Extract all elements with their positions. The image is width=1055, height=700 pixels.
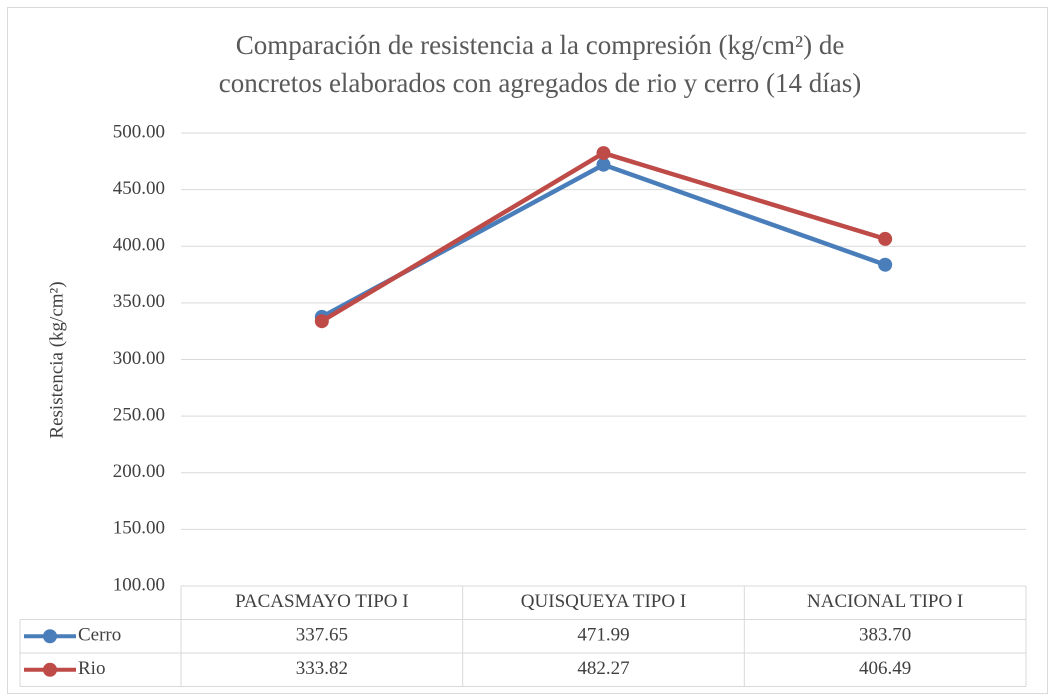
y-axis-label: Resistencia (kg/cm²) <box>46 281 67 438</box>
point-marker <box>314 314 329 329</box>
data-table-value: 482.27 <box>577 658 629 679</box>
y-tick-label: 300.00 <box>113 348 165 369</box>
y-tick-label: 150.00 <box>113 518 165 539</box>
data-table-value: 383.70 <box>859 625 911 646</box>
legend-label: Cerro <box>78 625 121 646</box>
y-tick-label: 350.00 <box>113 291 165 312</box>
legend-label: Rio <box>78 658 105 679</box>
chart-title: concretos elaborados con agregados de ri… <box>219 68 862 98</box>
data-table-value: 333.82 <box>296 658 348 679</box>
y-tick-label: 450.00 <box>113 178 165 199</box>
y-tick-label: 500.00 <box>113 121 165 142</box>
point-marker <box>878 231 893 246</box>
point-marker <box>596 157 611 172</box>
x-tick-label: QUISQUEYA TIPO I <box>521 591 686 612</box>
y-tick-label: 200.00 <box>113 461 165 482</box>
legend-marker <box>43 662 57 677</box>
y-tick-label: 250.00 <box>113 404 165 425</box>
data-table-value: 406.49 <box>859 658 911 679</box>
point-marker <box>878 257 893 272</box>
legend-marker <box>43 629 57 644</box>
y-tick-label: 100.00 <box>113 574 165 595</box>
data-table-value: 337.65 <box>296 625 348 646</box>
x-tick-label: PACASMAYO TIPO I <box>235 591 409 612</box>
point-marker <box>596 146 611 161</box>
data-table-value: 471.99 <box>577 625 629 646</box>
chart-title: Comparación de resistencia a la compresi… <box>236 30 845 60</box>
y-tick-label: 400.00 <box>113 235 165 256</box>
chart-border <box>7 7 1048 694</box>
x-tick-label: NACIONAL TIPO I <box>807 591 963 612</box>
